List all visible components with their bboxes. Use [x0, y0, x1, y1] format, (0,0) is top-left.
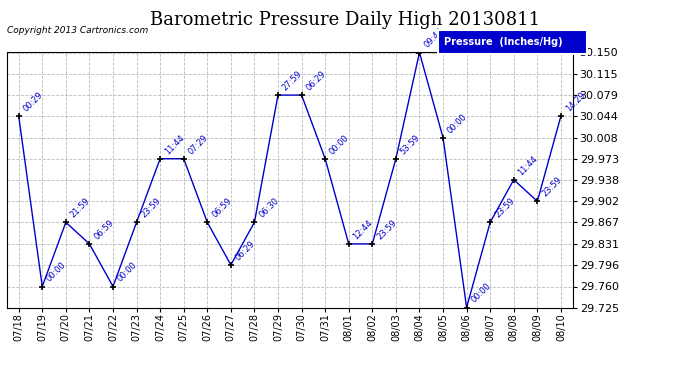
Text: 00:00: 00:00	[116, 261, 139, 284]
Text: 09:44: 09:44	[422, 27, 446, 50]
Text: 00:00: 00:00	[45, 261, 68, 284]
Text: 06:29: 06:29	[234, 239, 257, 262]
Text: 23:59: 23:59	[375, 218, 398, 241]
Text: 06:59: 06:59	[210, 196, 233, 219]
Text: 00:00: 00:00	[446, 112, 469, 135]
Text: 00:00: 00:00	[328, 133, 351, 156]
Text: 23:59: 23:59	[139, 196, 163, 219]
Text: 27:59: 27:59	[281, 69, 304, 92]
Text: 21:59: 21:59	[68, 196, 92, 219]
Text: 53:59: 53:59	[399, 133, 422, 156]
Text: 12:44: 12:44	[351, 218, 375, 241]
Text: Copyright 2013 Cartronics.com: Copyright 2013 Cartronics.com	[7, 26, 148, 35]
Text: 07:29: 07:29	[186, 133, 210, 156]
Text: 14:29: 14:29	[564, 90, 587, 113]
Text: 00:29: 00:29	[21, 90, 45, 113]
Text: 00:00: 00:00	[469, 282, 493, 305]
Text: 06:29: 06:29	[304, 69, 328, 92]
Text: 23:59: 23:59	[493, 196, 516, 219]
Text: 06:59: 06:59	[92, 218, 115, 241]
Text: 06:30: 06:30	[257, 196, 281, 219]
Text: 11:44: 11:44	[163, 133, 186, 156]
Text: Barometric Pressure Daily High 20130811: Barometric Pressure Daily High 20130811	[150, 11, 540, 29]
Text: Pressure  (Inches/Hg): Pressure (Inches/Hg)	[444, 37, 562, 47]
Text: 11:44: 11:44	[517, 154, 540, 177]
Text: 23:59: 23:59	[540, 175, 563, 198]
